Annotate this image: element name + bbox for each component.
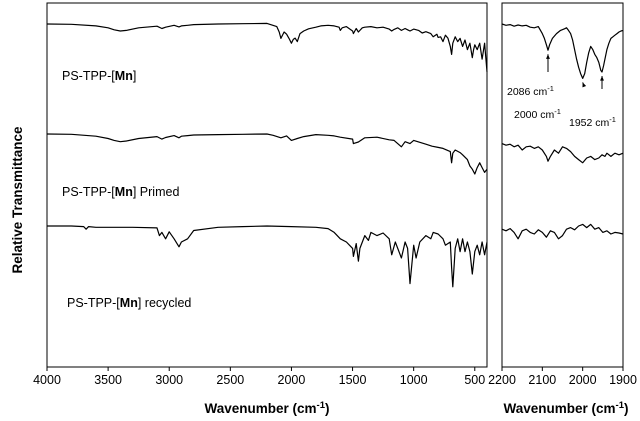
spectrum-trace-2	[501, 223, 624, 240]
x-tick-label: 500	[464, 373, 485, 387]
series-label-part: ]	[133, 69, 136, 83]
series-label-metal: Mn	[115, 185, 133, 199]
annotation-unit-sup: -1	[547, 84, 554, 93]
series-label: PS-TPP-[Mn] recycled	[67, 296, 191, 310]
x-tick-label: 2000	[278, 373, 306, 387]
spectrum-trace-1	[501, 143, 624, 164]
x-tick-label: 2500	[216, 373, 244, 387]
annotation-arrowhead	[600, 76, 604, 81]
spectrum-trace-0	[46, 22, 488, 73]
main-panel-x-axis-title: Wavenumber (cm-1)	[205, 400, 330, 416]
annotation-unit-sup: -1	[609, 115, 616, 124]
annotation-arrowhead	[546, 54, 550, 59]
series-label-part: ] Primed	[133, 185, 180, 199]
annotation-unit-sup: -1	[554, 107, 561, 116]
annotation-value: 2086 cm	[507, 86, 548, 98]
main-panel-frame	[46, 2, 488, 368]
main-panel-x-ticks: 4000 3500 3000 2500 2000 1500 1000 500	[33, 367, 485, 387]
zoom-panel-frame	[501, 2, 624, 368]
x-tick-label: 1000	[400, 373, 428, 387]
x-tick-label: 4000	[33, 373, 61, 387]
annotation-value: 2000 cm	[514, 109, 555, 121]
x-tick-label: 2000	[569, 373, 597, 387]
x-tick-label: 1900	[609, 373, 637, 387]
main-panel-series-labels: PS-TPP-[Mn]PS-TPP-[Mn] PrimedPS-TPP-[Mn]…	[62, 69, 191, 310]
main-panel-traces	[46, 22, 488, 288]
series-label-metal: Mn	[120, 296, 138, 310]
x-tick-label: 2200	[488, 373, 516, 387]
series-label: PS-TPP-[Mn]	[62, 69, 136, 83]
series-label-metal: Mn	[115, 69, 133, 83]
series-label-part: PS-TPP-[	[67, 296, 120, 310]
x-tick-label: 3000	[155, 373, 183, 387]
annotation-value: 1952 cm	[569, 117, 610, 129]
series-label: PS-TPP-[Mn] Primed	[62, 185, 179, 199]
x-tick-label: 1500	[339, 373, 367, 387]
series-label-part: PS-TPP-[	[62, 185, 115, 199]
spectrum-trace-0	[501, 23, 624, 79]
series-label-part: ] recycled	[138, 296, 192, 310]
main-spectrum-panel: 4000 3500 3000 2500 2000 1500 1000 500 PS-TPP-[…	[33, 2, 488, 416]
annotation-label: 2000 cm-1	[514, 107, 561, 121]
zoom-panel-x-axis-title: Wavenumber (cm-1)	[504, 400, 629, 416]
zoom-panel-traces	[501, 23, 624, 240]
zoom-panel-x-ticks: 2200 2100 2000 1900	[488, 367, 637, 387]
annotation-arrowhead	[582, 82, 587, 88]
series-label-part: PS-TPP-[	[62, 69, 115, 83]
spectrum-trace-1	[46, 133, 488, 175]
spectrum-trace-2	[47, 225, 488, 288]
x-tick-label: 2100	[528, 373, 556, 387]
y-axis-title: Relative Transmittance	[10, 126, 25, 274]
x-tick-label: 3500	[94, 373, 122, 387]
annotation-label: 2086 cm-1	[507, 84, 554, 98]
annotation-label: 1952 cm-1	[569, 115, 616, 129]
